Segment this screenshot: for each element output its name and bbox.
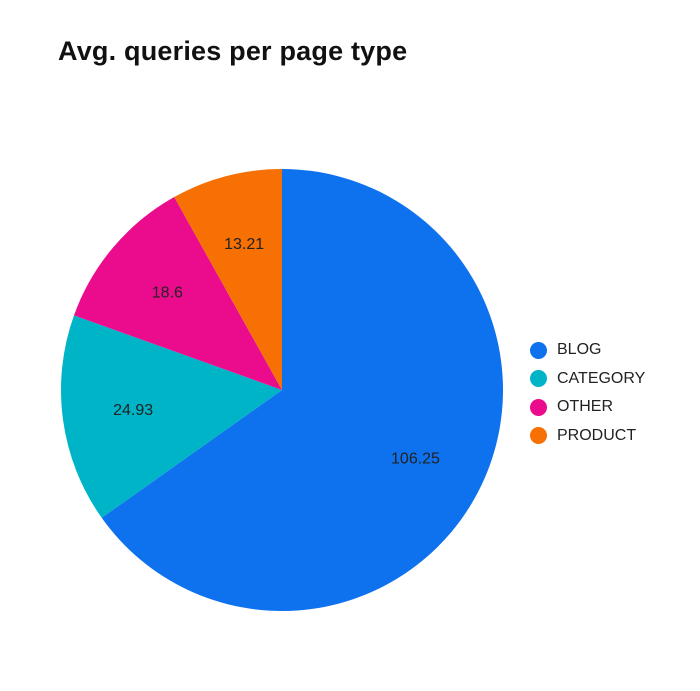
data-label-other: 18.6 (152, 284, 183, 301)
pie-slice-blog (101, 169, 503, 611)
legend-item-product: PRODUCT (530, 422, 645, 451)
legend-swatch-icon (530, 427, 547, 445)
data-label-category: 24.93 (113, 402, 153, 419)
pie-slice-other (73, 197, 282, 390)
legend-item-other: OTHER (530, 393, 645, 422)
legend-swatch-icon (530, 370, 547, 388)
legend-label: CATEGORY (557, 369, 646, 387)
pie-slice-category (60, 315, 282, 518)
chart-title: Avg. queries per page type (58, 36, 408, 66)
legend: BLOG CATEGORY OTHER PRODUCT (530, 336, 645, 450)
legend-label: OTHER (557, 398, 613, 416)
legend-label: PRODUCT (557, 426, 637, 444)
legend-swatch-icon (530, 341, 547, 359)
data-label-blog: 106.25 (391, 451, 440, 468)
data-label-product: 13.21 (224, 236, 264, 253)
legend-item-category: CATEGORY (530, 365, 645, 394)
legend-swatch-icon (530, 398, 547, 416)
legend-label: BLOG (557, 341, 602, 359)
legend-item-blog: BLOG (530, 336, 645, 365)
pie-slice-product (174, 169, 282, 390)
